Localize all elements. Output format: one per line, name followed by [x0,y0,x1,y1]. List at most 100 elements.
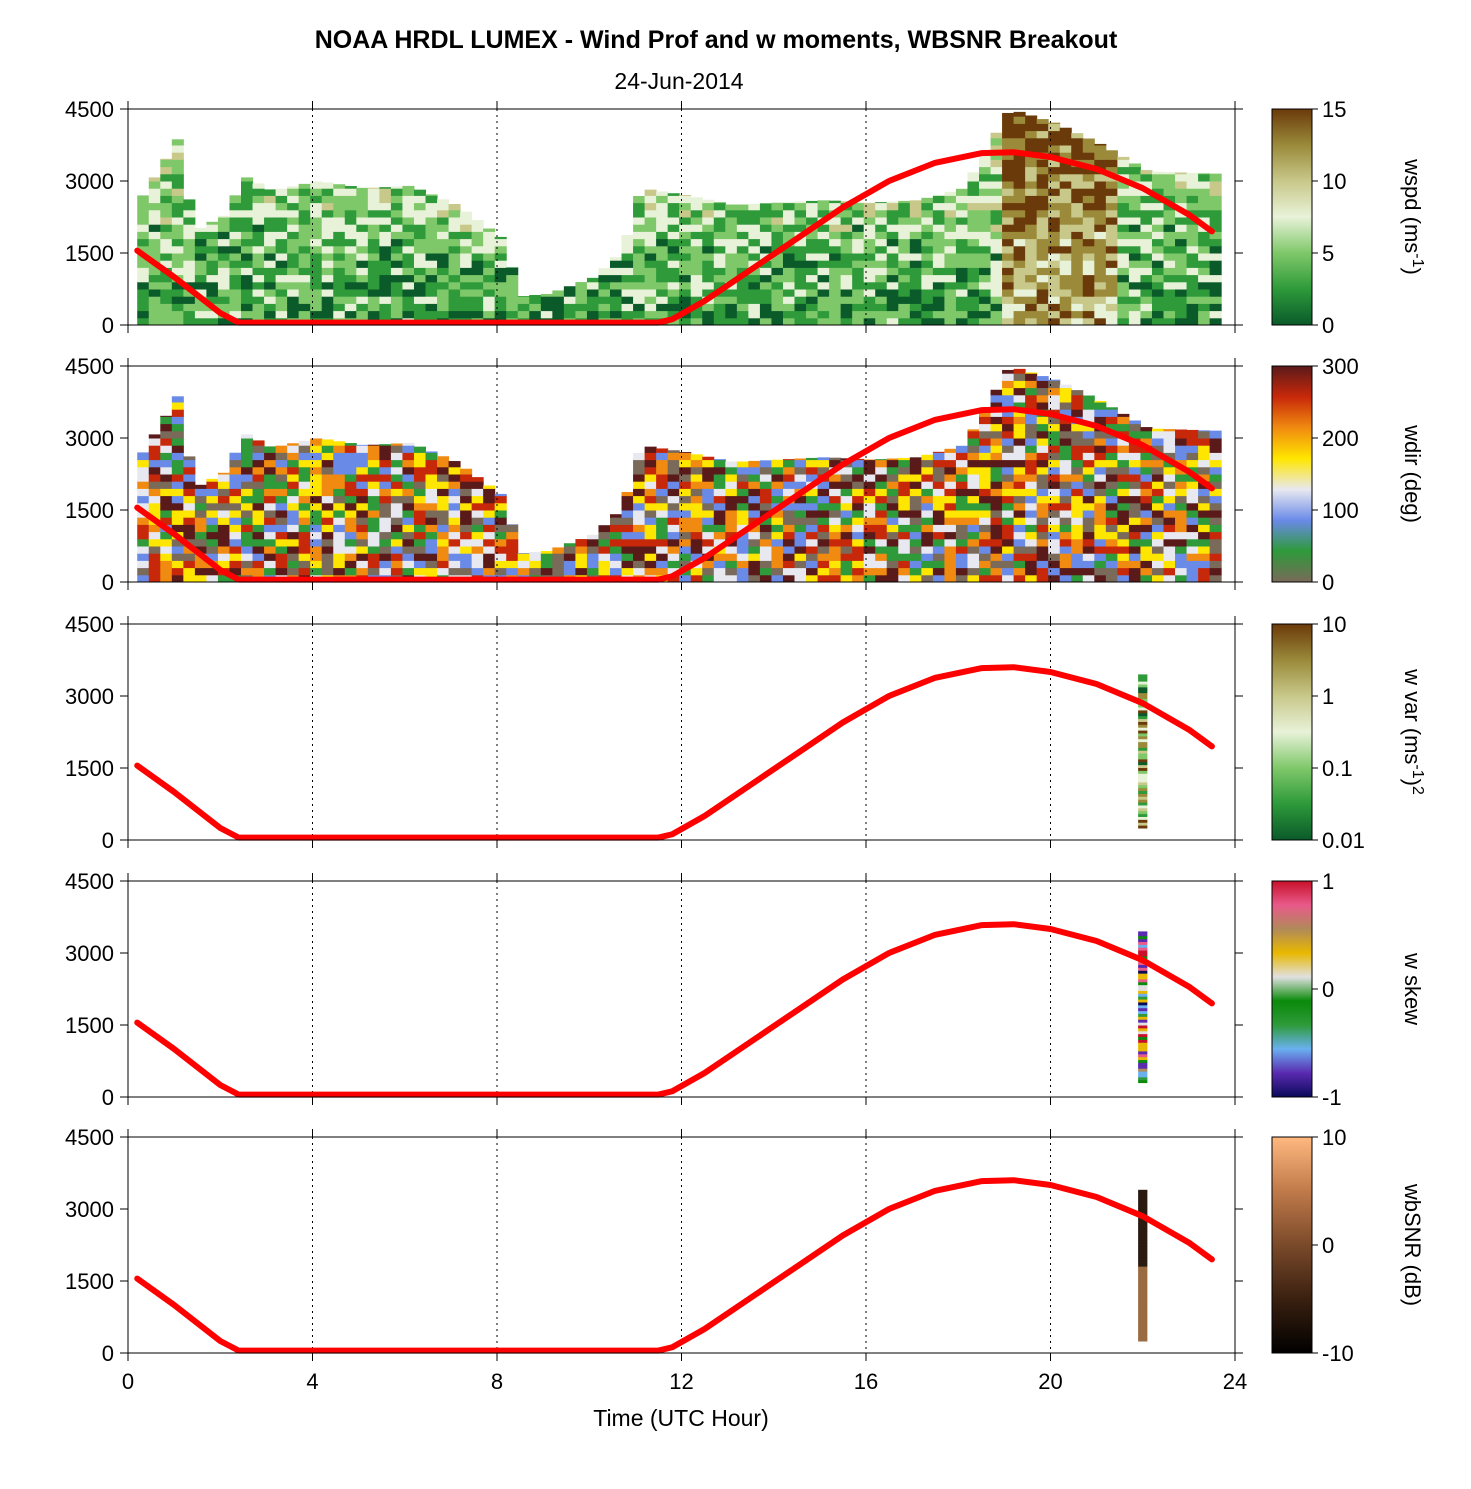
heatmap-cell [1082,245,1095,254]
heatmap-cell [298,546,311,554]
heatmap-cell [1198,495,1211,504]
heatmap-cell [644,224,657,232]
heatmap-cell [702,474,715,482]
heatmap-cell [598,553,611,561]
heatmap-cell [425,209,438,218]
heatmap-cell [137,560,150,569]
heatmap-cell [898,245,911,254]
heatmap-cell [252,466,265,475]
heatmap-cell [713,267,726,276]
heatmap-cell [932,296,945,304]
heatmap-cell [379,444,392,446]
heatmap-cell [736,296,749,304]
heatmap-cell [806,317,819,325]
heatmap-cell [517,567,530,576]
heatmap-cell [1198,245,1211,254]
heatmap-cell [898,459,911,468]
heatmap-cell [1071,145,1084,153]
heatmap-cell [1151,538,1165,547]
heatmap-cell [1059,267,1072,276]
heatmap-cell [1175,510,1188,518]
heatmap-cell [1036,394,1049,403]
heatmap-cell [702,310,715,319]
heatmap-cell [1128,510,1141,518]
heatmap-cell [1002,303,1015,312]
heatmap-cell [448,238,461,247]
strip-cell [1138,1283,1148,1287]
heatmap-cell [1209,296,1222,304]
heatmap-cell [875,231,888,240]
heatmap-cell [863,274,876,283]
heatmap-cell [148,274,161,283]
heatmap-cell [759,260,772,268]
heatmap-cell [1094,560,1107,569]
heatmap-cell [771,546,784,554]
strip-cell [1138,712,1148,717]
heatmap-cell [1082,510,1095,518]
heatmap-cell [217,495,230,504]
heatmap-cell [321,524,334,533]
strip-cell [1138,1068,1148,1072]
heatmap-cell [1117,502,1130,511]
heatmap-cell [598,546,611,554]
heatmap-cell [782,574,796,582]
heatmap-cell [1048,379,1061,381]
y-tick-label: 0 [102,1085,114,1110]
heatmap-cell [413,267,427,276]
heatmap-cell [840,466,853,475]
heatmap-cell [759,289,772,297]
heatmap-cell [287,274,300,283]
heatmap-cell [967,231,980,240]
heatmap-cell [367,209,380,218]
heatmap-cell [264,310,277,319]
heatmap-cell [1186,188,1199,196]
heatmap-cell [1036,310,1049,319]
heatmap-cell [160,195,173,204]
heatmap-cell [333,441,346,446]
heatmap-cell [667,538,680,547]
heatmap-cell [160,415,173,417]
heatmap-cell [1198,466,1211,475]
heatmap-cell [990,289,1003,297]
heatmap-cell [725,274,738,283]
heatmap-cell [840,560,853,569]
heatmap-cell [344,281,357,290]
heatmap-cell [782,289,796,297]
heatmap-cell [160,303,173,312]
strip-cell [1138,1016,1148,1020]
heatmap-cell [817,200,830,204]
heatmap-cell [702,466,715,475]
heatmap-cell [944,289,957,297]
heatmap-cell [1094,452,1107,461]
heatmap-cell [932,510,945,518]
heatmap-cell [1209,231,1222,240]
heatmap-cell [944,224,957,232]
heatmap-cell [1105,474,1118,482]
heatmap-cell [390,186,403,189]
heatmap-cell [229,567,242,576]
heatmap-cell [552,560,565,569]
heatmap-cell [979,195,992,204]
heatmap-cell [979,574,992,582]
heatmap-cell [483,281,496,290]
heatmap-cell [771,560,784,569]
heatmap-cell [1059,553,1072,561]
heatmap-cell [252,517,265,525]
heatmap-cell [679,531,692,540]
heatmap-cell [1048,560,1061,569]
heatmap-cell [713,459,726,461]
heatmap-cell [402,445,415,453]
heatmap-cell [298,289,311,297]
heatmap-cell [932,317,945,325]
heatmap-cell [137,260,150,268]
y-tick-label: 3000 [65,941,114,966]
heatmap-cell [1071,289,1084,297]
heatmap-cell [494,517,507,525]
heatmap-cell [413,481,427,489]
heatmap-cell [759,317,772,325]
heatmap-cell [1151,267,1165,276]
heatmap-cell [344,524,357,533]
heatmap-cell [633,245,646,254]
heatmap-cell [944,481,957,489]
heatmap-cell [1071,390,1084,396]
